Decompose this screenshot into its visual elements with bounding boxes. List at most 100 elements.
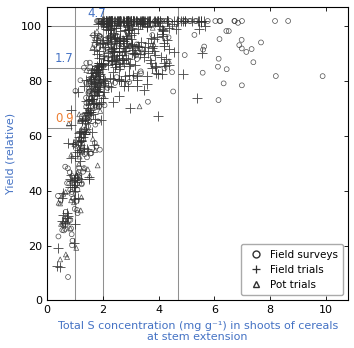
Point [272,18,278,24]
Point [66,121,72,126]
Point [150,43,156,48]
Point [144,81,149,87]
Point [105,58,111,63]
Point [122,27,128,33]
Point [88,151,93,156]
Point [73,245,79,251]
Point [76,172,82,178]
Point [95,85,101,90]
Point [76,165,82,171]
Point [152,18,158,24]
Point [96,60,102,66]
Point [83,77,88,83]
Point [79,181,85,186]
Point [120,18,126,24]
Point [93,37,98,42]
Point [103,78,108,84]
Point [72,183,78,188]
Point [109,18,115,24]
Point [130,72,136,77]
Point [97,71,103,76]
Point [92,102,98,108]
Point [86,175,92,180]
Point [105,25,111,30]
Point [157,18,162,24]
Point [77,147,83,152]
Point [105,47,110,53]
Point [84,104,89,109]
Point [121,18,127,24]
Point [80,169,86,175]
Point [96,33,102,39]
Point [258,40,264,45]
Point [130,18,136,24]
Point [86,176,92,182]
Point [100,21,106,26]
Point [108,18,114,24]
Point [95,85,101,90]
Point [88,83,93,89]
Point [187,18,192,24]
Point [72,196,77,202]
Point [57,201,63,206]
Point [101,89,107,95]
Point [108,33,113,38]
Point [88,77,94,82]
Point [88,70,93,76]
Point [101,81,107,87]
Point [98,36,104,41]
Point [165,37,170,43]
Point [122,19,127,24]
Point [131,18,137,24]
Point [105,85,110,90]
Point [82,113,88,119]
Legend: Field surveys, Field trials, Pot trials: Field surveys, Field trials, Pot trials [241,244,343,295]
Point [116,22,121,27]
Point [124,18,130,24]
Point [189,18,195,24]
Point [120,18,126,24]
Point [124,18,129,24]
Point [160,26,166,32]
Point [74,173,80,179]
Point [171,18,177,24]
Point [103,18,108,24]
Point [152,21,158,26]
Point [116,53,122,58]
Point [82,117,88,123]
Point [87,64,93,70]
Point [92,42,97,48]
Point [84,67,89,73]
Point [69,173,75,179]
Point [198,18,204,24]
Point [76,135,82,140]
Point [82,131,87,137]
Point [80,137,86,143]
Point [74,149,80,155]
Point [91,47,97,52]
Point [97,108,103,114]
Point [194,18,199,24]
Point [82,151,87,157]
Point [116,66,122,72]
Point [97,73,102,78]
Point [106,39,112,44]
Point [95,78,100,84]
Point [86,97,92,103]
Point [122,73,128,78]
Point [85,124,91,129]
Point [84,109,90,114]
Point [125,84,131,89]
Point [101,80,107,86]
Point [109,42,115,48]
Point [77,154,82,159]
Point [107,35,113,41]
Point [93,68,99,73]
Point [91,102,97,107]
Point [81,127,87,133]
Point [69,189,75,195]
Point [79,137,84,143]
Point [96,18,102,24]
Point [74,175,80,181]
Point [129,41,135,47]
